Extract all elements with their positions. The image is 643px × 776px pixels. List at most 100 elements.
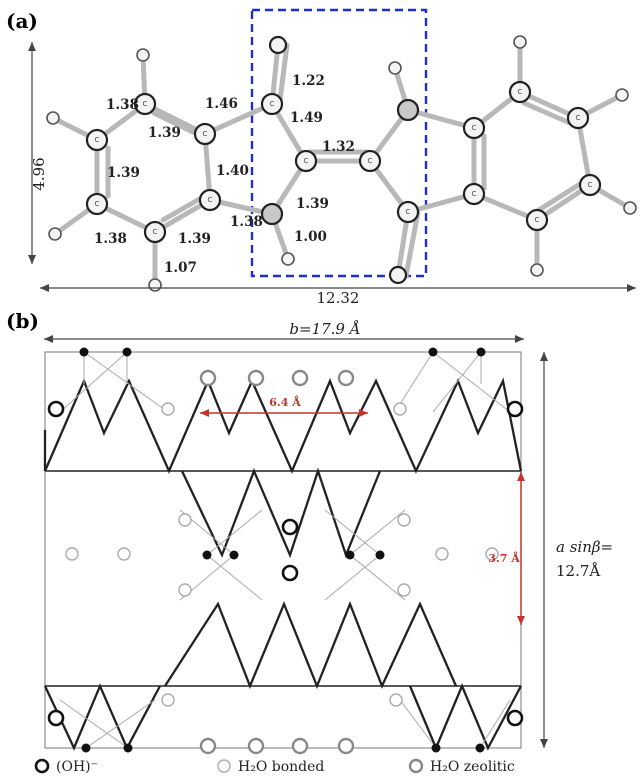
- layer-gap-label: 3.7 Å: [488, 551, 520, 565]
- metal-atom: [79, 347, 89, 357]
- hydrogen-atom: [623, 201, 637, 215]
- b-label: b=17.9 Å: [289, 320, 360, 338]
- bond-length: 1.38: [230, 214, 263, 230]
- oh-group: [506, 400, 524, 418]
- legend-item-oh: (OH)⁻: [34, 758, 98, 775]
- oxygen-atom: [388, 265, 408, 285]
- svg-text:C: C: [270, 100, 275, 108]
- top-chain: [43, 377, 523, 474]
- hydrogen-atom: [530, 263, 544, 277]
- oh-group: [47, 709, 65, 727]
- svg-text:C: C: [472, 190, 477, 198]
- bond-length: 1.40: [216, 163, 249, 179]
- carbon-atom: C: [508, 80, 532, 104]
- lower-middle-chain: [164, 600, 458, 690]
- metal-atom: [476, 347, 486, 357]
- bond-length: 1.39: [107, 165, 140, 181]
- zeolitic-water-molecule: [247, 737, 265, 755]
- carbon-atom: C: [358, 149, 382, 173]
- hetero-atoms: [260, 35, 420, 285]
- svg-text:C: C: [368, 157, 373, 165]
- hydrogen-atom: [388, 61, 402, 75]
- carbon-atom: C: [85, 128, 109, 152]
- carbon-atom: C: [462, 116, 486, 140]
- hydrogen-atom: [615, 88, 629, 102]
- svg-text:C: C: [576, 114, 581, 122]
- hydrogen-atom: [136, 48, 150, 62]
- molecule-bonds: [50, 39, 633, 286]
- a-dimension: a sinβ= 12.7Å: [540, 352, 613, 748]
- metal-atom: [375, 550, 385, 560]
- nitrogen-atom: [260, 202, 284, 226]
- height-dimension: 4.96: [28, 42, 48, 264]
- carbon-atom: C: [143, 220, 167, 244]
- legend: (OH)⁻ H₂O bonded H₂O zeolitic: [34, 758, 515, 775]
- hydrogen-atom: [148, 278, 162, 292]
- panel-a: (a): [6, 8, 637, 307]
- legend-item-bonded: H₂O bonded: [217, 759, 324, 775]
- distance-6-4-annotation: 6.4 Å: [200, 395, 368, 417]
- svg-text:C: C: [143, 100, 148, 108]
- metal-atom: [475, 743, 485, 753]
- svg-text:C: C: [153, 228, 158, 236]
- metal-atom: [431, 743, 441, 753]
- bonded-water-molecule: [161, 402, 175, 416]
- carbon-atom: C: [198, 188, 222, 212]
- layer-outlines: [45, 470, 521, 687]
- legend-label: H₂O bonded: [238, 759, 324, 775]
- bond-length: 1.39: [148, 125, 181, 141]
- svg-text:C: C: [95, 136, 100, 144]
- upper-middle-chain: [180, 467, 382, 559]
- bonded-water: [65, 402, 499, 707]
- carbon-atom: C: [525, 208, 549, 232]
- carbon-atom: C: [462, 182, 486, 206]
- bonded-water-molecule: [435, 547, 449, 561]
- height-label: 4.96: [30, 157, 48, 190]
- legend-item-zeolitic: H₂O zeolitic: [408, 758, 515, 775]
- carbon-atom: C: [193, 122, 217, 146]
- oh-group: [281, 564, 299, 582]
- bonded-water-molecule: [161, 693, 175, 707]
- zeolitic-water-symbol-icon: [408, 758, 424, 774]
- bond-length: 1.49: [290, 110, 323, 126]
- a-label-line1: a sinβ=: [556, 538, 613, 556]
- bond-length: 1.22: [292, 73, 325, 89]
- bonded-water-molecule: [178, 513, 192, 527]
- zeolitic-water-molecule: [291, 369, 309, 387]
- highlight-box: [250, 8, 428, 278]
- metal-atom: [122, 347, 132, 357]
- carbon-atoms: C C C C C C C C C C C C C C C C: [85, 80, 602, 244]
- bond-length: 1.39: [178, 231, 211, 247]
- zeolitic-water-molecule: [337, 737, 355, 755]
- svg-text:C: C: [588, 181, 593, 189]
- metal-atom: [123, 743, 133, 753]
- metal-atom: [345, 550, 355, 560]
- svg-text:C: C: [304, 157, 309, 165]
- bonded-water-molecule: [397, 513, 411, 527]
- bond-length: 1.07: [164, 260, 197, 276]
- carbon-atom: C: [396, 200, 420, 224]
- metal-atom: [202, 550, 212, 560]
- zeolitic-water: [199, 369, 355, 755]
- a-label-line2: 12.7Å: [556, 562, 600, 580]
- bond-length: 1.46: [205, 96, 238, 112]
- panel-a-label: (a): [6, 9, 38, 33]
- hydrogen-atoms: [46, 35, 637, 292]
- hydrogen-atom: [281, 252, 295, 266]
- metal-atom: [428, 347, 438, 357]
- bonded-water-molecule: [65, 547, 79, 561]
- inner-distance-label: 6.4 Å: [269, 395, 301, 409]
- panel-b: (b) b=17.9 Å: [6, 309, 613, 755]
- metal-atom: [81, 743, 91, 753]
- tetrahedral-chains: [43, 377, 523, 751]
- svg-text:C: C: [518, 88, 523, 96]
- legend-label: H₂O zeolitic: [430, 759, 515, 775]
- bonded-water-molecule: [397, 583, 411, 597]
- bonded-water-symbol-icon: [217, 759, 231, 773]
- svg-text:C: C: [95, 200, 100, 208]
- svg-text:C: C: [208, 196, 213, 204]
- zeolitic-water-molecule: [247, 369, 265, 387]
- carbon-atom: C: [578, 173, 602, 197]
- oh-group: [506, 709, 524, 727]
